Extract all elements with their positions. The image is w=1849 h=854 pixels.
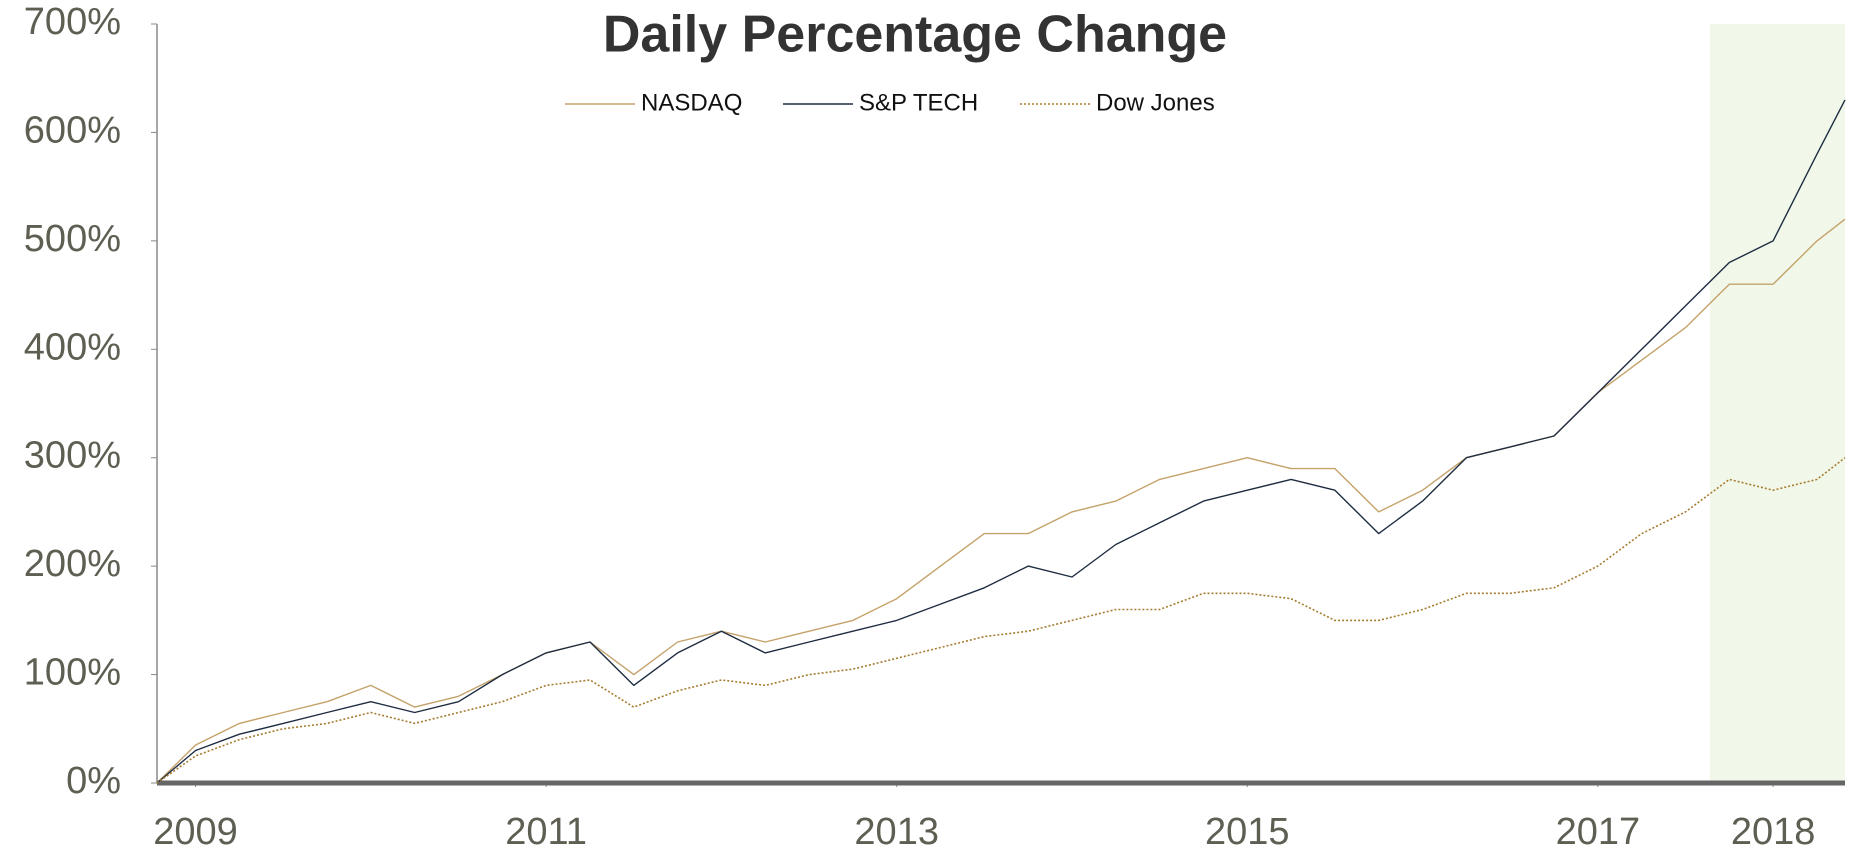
- series-line: [156, 457, 1846, 784]
- y-tick-label: 600%: [24, 109, 121, 151]
- y-tick-label: 700%: [24, 1, 121, 43]
- series-line: [156, 218, 1846, 784]
- chart-title: Daily Percentage Change: [603, 6, 1227, 64]
- y-tick-label: 100%: [24, 652, 121, 694]
- highlight-region: [1710, 24, 1845, 783]
- legend-label: NASDAQ: [641, 89, 742, 116]
- x-tick-label: 2013: [854, 811, 939, 853]
- x-tick-label: 2015: [1205, 811, 1290, 853]
- y-tick-label: 500%: [24, 218, 121, 260]
- x-tick-label: 2009: [153, 811, 238, 853]
- legend-label: Dow Jones: [1096, 89, 1215, 116]
- y-tick-label: 200%: [24, 543, 121, 585]
- y-tick-label: 300%: [24, 435, 121, 477]
- x-tick-label: 2017: [1556, 811, 1641, 853]
- y-tick-label: 0%: [66, 760, 121, 802]
- legend-label: S&P TECH: [859, 89, 978, 116]
- x-tick-label: 2011: [505, 811, 587, 853]
- series-line: [156, 99, 1846, 784]
- y-tick-label: 400%: [24, 326, 121, 368]
- x-tick-label: 2018: [1731, 811, 1816, 853]
